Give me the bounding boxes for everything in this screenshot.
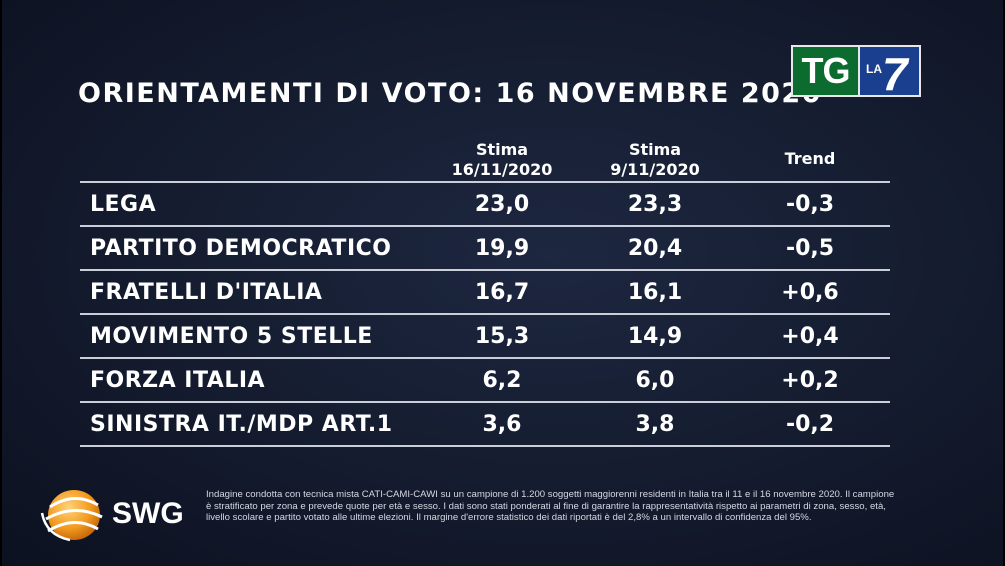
party-name: FORZA ITALIA: [90, 368, 266, 393]
poll-table: LEGA 23,0 23,3 -0,3 PARTITO DEMOCRATICO …: [80, 181, 890, 447]
column-header-label: Stima: [628, 140, 682, 159]
table-row: MOVIMENTO 5 STELLE 15,3 14,9 +0,4: [80, 313, 890, 357]
column-header-date: 16/11/2020: [451, 160, 553, 179]
tg-la7-logo: TG LA 7: [791, 45, 921, 100]
trend-value: -0,5: [785, 236, 835, 261]
stima-9-11-value: 14,9: [627, 324, 683, 349]
trend-value: +0,4: [781, 324, 839, 349]
trend-value: -0,2: [785, 412, 835, 437]
stima-16-11-value: 23,0: [474, 192, 530, 217]
stima-16-11-value: 15,3: [474, 324, 530, 349]
column-header-trend: Trend: [784, 149, 836, 168]
methodology-footnote: Indagine condotta con tecnica mista CATI…: [206, 489, 895, 523]
party-name: FRATELLI D'ITALIA: [90, 280, 323, 305]
la7-logo-seven: 7: [882, 48, 908, 100]
table-row: FRATELLI D'ITALIA 16,7 16,1 +0,6: [80, 269, 890, 313]
party-name: SINISTRA IT./MDP ART.1: [90, 412, 393, 437]
stima-9-11-value: 20,4: [627, 236, 683, 261]
column-header-stima-16-11: Stima 16/11/2020: [432, 140, 572, 180]
party-name: LEGA: [90, 192, 157, 217]
page-title: ORIENTAMENTI DI VOTO: 16 NOVEMBRE 2020: [78, 78, 822, 109]
tg-logo-mark: TG: [791, 45, 860, 97]
table-row: SINISTRA IT./MDP ART.1 3,6 3,8 -0,2: [80, 401, 890, 447]
stima-9-11-value: 6,0: [635, 368, 675, 393]
party-name: MOVIMENTO 5 STELLE: [90, 324, 373, 349]
stima-16-11-value: 16,7: [474, 280, 530, 305]
la7-logo-mark: LA 7: [860, 45, 921, 100]
table-row: PARTITO DEMOCRATICO 19,9 20,4 -0,5: [80, 225, 890, 269]
stima-9-11-value: 3,8: [635, 412, 675, 437]
trend-value: +0,6: [781, 280, 839, 305]
stima-9-11-value: 16,1: [627, 280, 683, 305]
column-header-date: 9/11/2020: [610, 160, 700, 179]
table-row: FORZA ITALIA 6,2 6,0 +0,2: [80, 357, 890, 401]
stima-16-11-value: 6,2: [482, 368, 522, 393]
la7-logo-la: LA: [866, 62, 882, 76]
table-row: LEGA 23,0 23,3 -0,3: [80, 181, 890, 225]
party-name: PARTITO DEMOCRATICO: [90, 236, 392, 261]
swg-wordmark: SWG: [112, 497, 184, 530]
trend-value: -0,3: [785, 192, 835, 217]
stima-16-11-value: 3,6: [482, 412, 522, 437]
stima-16-11-value: 19,9: [474, 236, 530, 261]
swg-logo: SWG: [40, 484, 184, 544]
stima-9-11-value: 23,3: [627, 192, 683, 217]
column-header-label: Stima: [475, 140, 529, 159]
column-header-stima-9-11: Stima 9/11/2020: [585, 140, 725, 180]
globe-icon: [40, 485, 104, 543]
trend-value: +0,2: [781, 368, 839, 393]
